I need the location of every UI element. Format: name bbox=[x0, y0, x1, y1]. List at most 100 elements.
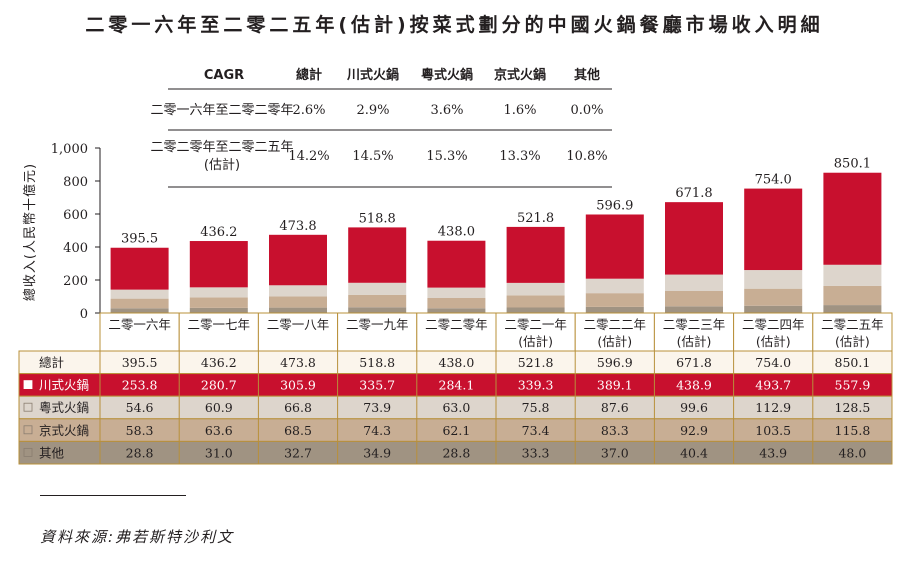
category-label: (估計) bbox=[677, 334, 712, 349]
cagr-header: 粵式火鍋 bbox=[421, 67, 473, 83]
table-cell-value: 493.7 bbox=[755, 378, 791, 393]
bar-segment-beijing bbox=[665, 291, 723, 307]
bar-segment-other bbox=[665, 306, 723, 313]
table-cell-value: 438.9 bbox=[676, 378, 712, 393]
table-cell-value: 112.9 bbox=[755, 400, 791, 415]
row-label: 其他 bbox=[39, 445, 65, 460]
bar-segment-other bbox=[744, 305, 803, 313]
table-cell-value: 754.0 bbox=[755, 355, 791, 370]
bar-segment-other bbox=[427, 308, 486, 313]
table-cell-value: 92.9 bbox=[680, 423, 708, 438]
cagr-value: 3.6% bbox=[430, 103, 463, 118]
cagr-header: 京式火鍋 bbox=[494, 67, 546, 83]
table-cell-value: 280.7 bbox=[201, 378, 237, 393]
bar-segment-other bbox=[823, 305, 882, 313]
table-cell-value: 87.6 bbox=[601, 400, 629, 415]
category-label: (估計) bbox=[597, 334, 632, 349]
category-cell bbox=[812, 312, 893, 352]
category-label: (估計) bbox=[756, 334, 791, 349]
table-cell-value: 37.0 bbox=[601, 445, 629, 460]
row-label: 總計 bbox=[39, 355, 64, 370]
table-cell-value: 305.9 bbox=[280, 378, 316, 393]
bar-segment-other bbox=[110, 308, 169, 313]
table-cell-value: 557.9 bbox=[835, 378, 871, 393]
source-divider bbox=[40, 495, 186, 496]
bar-segment-cantonese bbox=[348, 282, 407, 295]
y-tick-label: 0 bbox=[80, 307, 88, 322]
bar-segment-beijing bbox=[110, 298, 169, 309]
bar-segment-beijing bbox=[744, 288, 803, 306]
table-cell-value: 128.5 bbox=[835, 400, 871, 415]
category-cell bbox=[574, 312, 655, 352]
cagr-period: 二零二零年至二零二五年 bbox=[150, 140, 293, 155]
bar-segment-other bbox=[348, 307, 407, 313]
y-tick-label: 200 bbox=[63, 274, 88, 289]
bar-total-label: 518.8 bbox=[359, 211, 396, 226]
bar-segment-sichuan bbox=[110, 247, 169, 290]
table-cell-value: 438.0 bbox=[439, 355, 475, 370]
table-cell-value: 48.0 bbox=[838, 445, 866, 460]
table-cell-value: 339.3 bbox=[518, 378, 554, 393]
bar-total-label: 521.8 bbox=[517, 211, 554, 226]
category-cell bbox=[495, 312, 576, 352]
bar-total-label: 596.9 bbox=[596, 199, 633, 214]
source-note: 資料來源:弗若斯特沙利文 bbox=[40, 528, 235, 546]
bar-segment-other bbox=[585, 306, 644, 313]
bar-segment-cantonese bbox=[427, 287, 486, 299]
table-cell-value: 58.3 bbox=[126, 423, 154, 438]
table-cell-value: 473.8 bbox=[280, 355, 316, 370]
bar-segment-beijing bbox=[585, 293, 644, 307]
bar-segment-other bbox=[269, 307, 327, 313]
bar-segment-sichuan bbox=[506, 226, 565, 283]
table-cell-value: 33.3 bbox=[522, 445, 550, 460]
table-cell-value: 389.1 bbox=[597, 378, 633, 393]
category-label: 二零二四年 bbox=[742, 317, 805, 332]
table-cell-value: 99.6 bbox=[680, 400, 708, 415]
table-cell-value: 28.8 bbox=[126, 445, 154, 460]
table-cell-value: 75.8 bbox=[522, 400, 550, 415]
bar-segment-beijing bbox=[823, 285, 882, 306]
cagr-value: 1.6% bbox=[503, 103, 536, 118]
bar-segment-sichuan bbox=[189, 241, 248, 288]
table-cell-value: 66.8 bbox=[284, 400, 312, 415]
row-label: 川式火鍋 bbox=[39, 378, 89, 393]
table-cell-value: 63.0 bbox=[442, 400, 470, 415]
category-cell bbox=[99, 312, 180, 352]
cagr-value: 2.6% bbox=[292, 103, 325, 118]
category-label: 二零二零年 bbox=[425, 317, 488, 332]
bar-segment-sichuan bbox=[269, 234, 327, 286]
axis-layer: 0 200 400 600 800 1,000 總收入(人民幣十億元) bbox=[22, 142, 101, 322]
table-cell-value: 115.8 bbox=[835, 423, 871, 438]
table-cell-value: 68.5 bbox=[284, 423, 312, 438]
category-label: 二零二五年 bbox=[821, 317, 884, 332]
page-title: 二零一六年至二零二五年(估計)按菜式劃分的中國火鍋餐廳市場收入明細 bbox=[85, 14, 824, 36]
bar-segment-beijing bbox=[427, 298, 486, 309]
bar-segment-cantonese bbox=[189, 287, 248, 298]
table-cell-value: 103.5 bbox=[755, 423, 791, 438]
bar-segment-cantonese bbox=[744, 270, 803, 289]
table-cell-value: 74.3 bbox=[363, 423, 391, 438]
cagr-header: 川式火鍋 bbox=[346, 67, 399, 83]
y-axis-label: 總收入(人民幣十億元) bbox=[22, 163, 38, 301]
row-label: 粵式火鍋 bbox=[39, 400, 89, 415]
bar-segment-beijing bbox=[189, 297, 248, 308]
category-label: 二零一八年 bbox=[267, 317, 330, 332]
bars-layer: 395.5 436.2 473.8 518.8 438.0 521.8 596.9 671.8… bbox=[110, 157, 882, 313]
bar-segment-beijing bbox=[506, 295, 565, 308]
cagr-header: 其他 bbox=[574, 67, 600, 83]
bar-segment-beijing bbox=[348, 294, 407, 308]
bar-segment-cantonese bbox=[110, 289, 169, 299]
table-cell-value: 596.9 bbox=[597, 355, 633, 370]
table-cell-value: 436.2 bbox=[201, 355, 237, 370]
bar-total-label: 754.0 bbox=[755, 173, 792, 188]
cagr-value: 15.3% bbox=[426, 149, 467, 164]
data-table: 二零一六年 二零一七年 二零一八年 二零一九年 二零二零年 二零二一年 (估計) 二零二二年 (… bbox=[18, 312, 893, 465]
bar-total-label: 850.1 bbox=[834, 157, 871, 172]
cagr-period: (估計) bbox=[204, 157, 240, 173]
table-cell-value: 83.3 bbox=[601, 423, 629, 438]
bar-segment-sichuan bbox=[744, 188, 803, 271]
category-label: (估計) bbox=[835, 334, 870, 349]
table-cell-value: 521.8 bbox=[518, 355, 554, 370]
table-cell-value: 850.1 bbox=[835, 355, 871, 370]
